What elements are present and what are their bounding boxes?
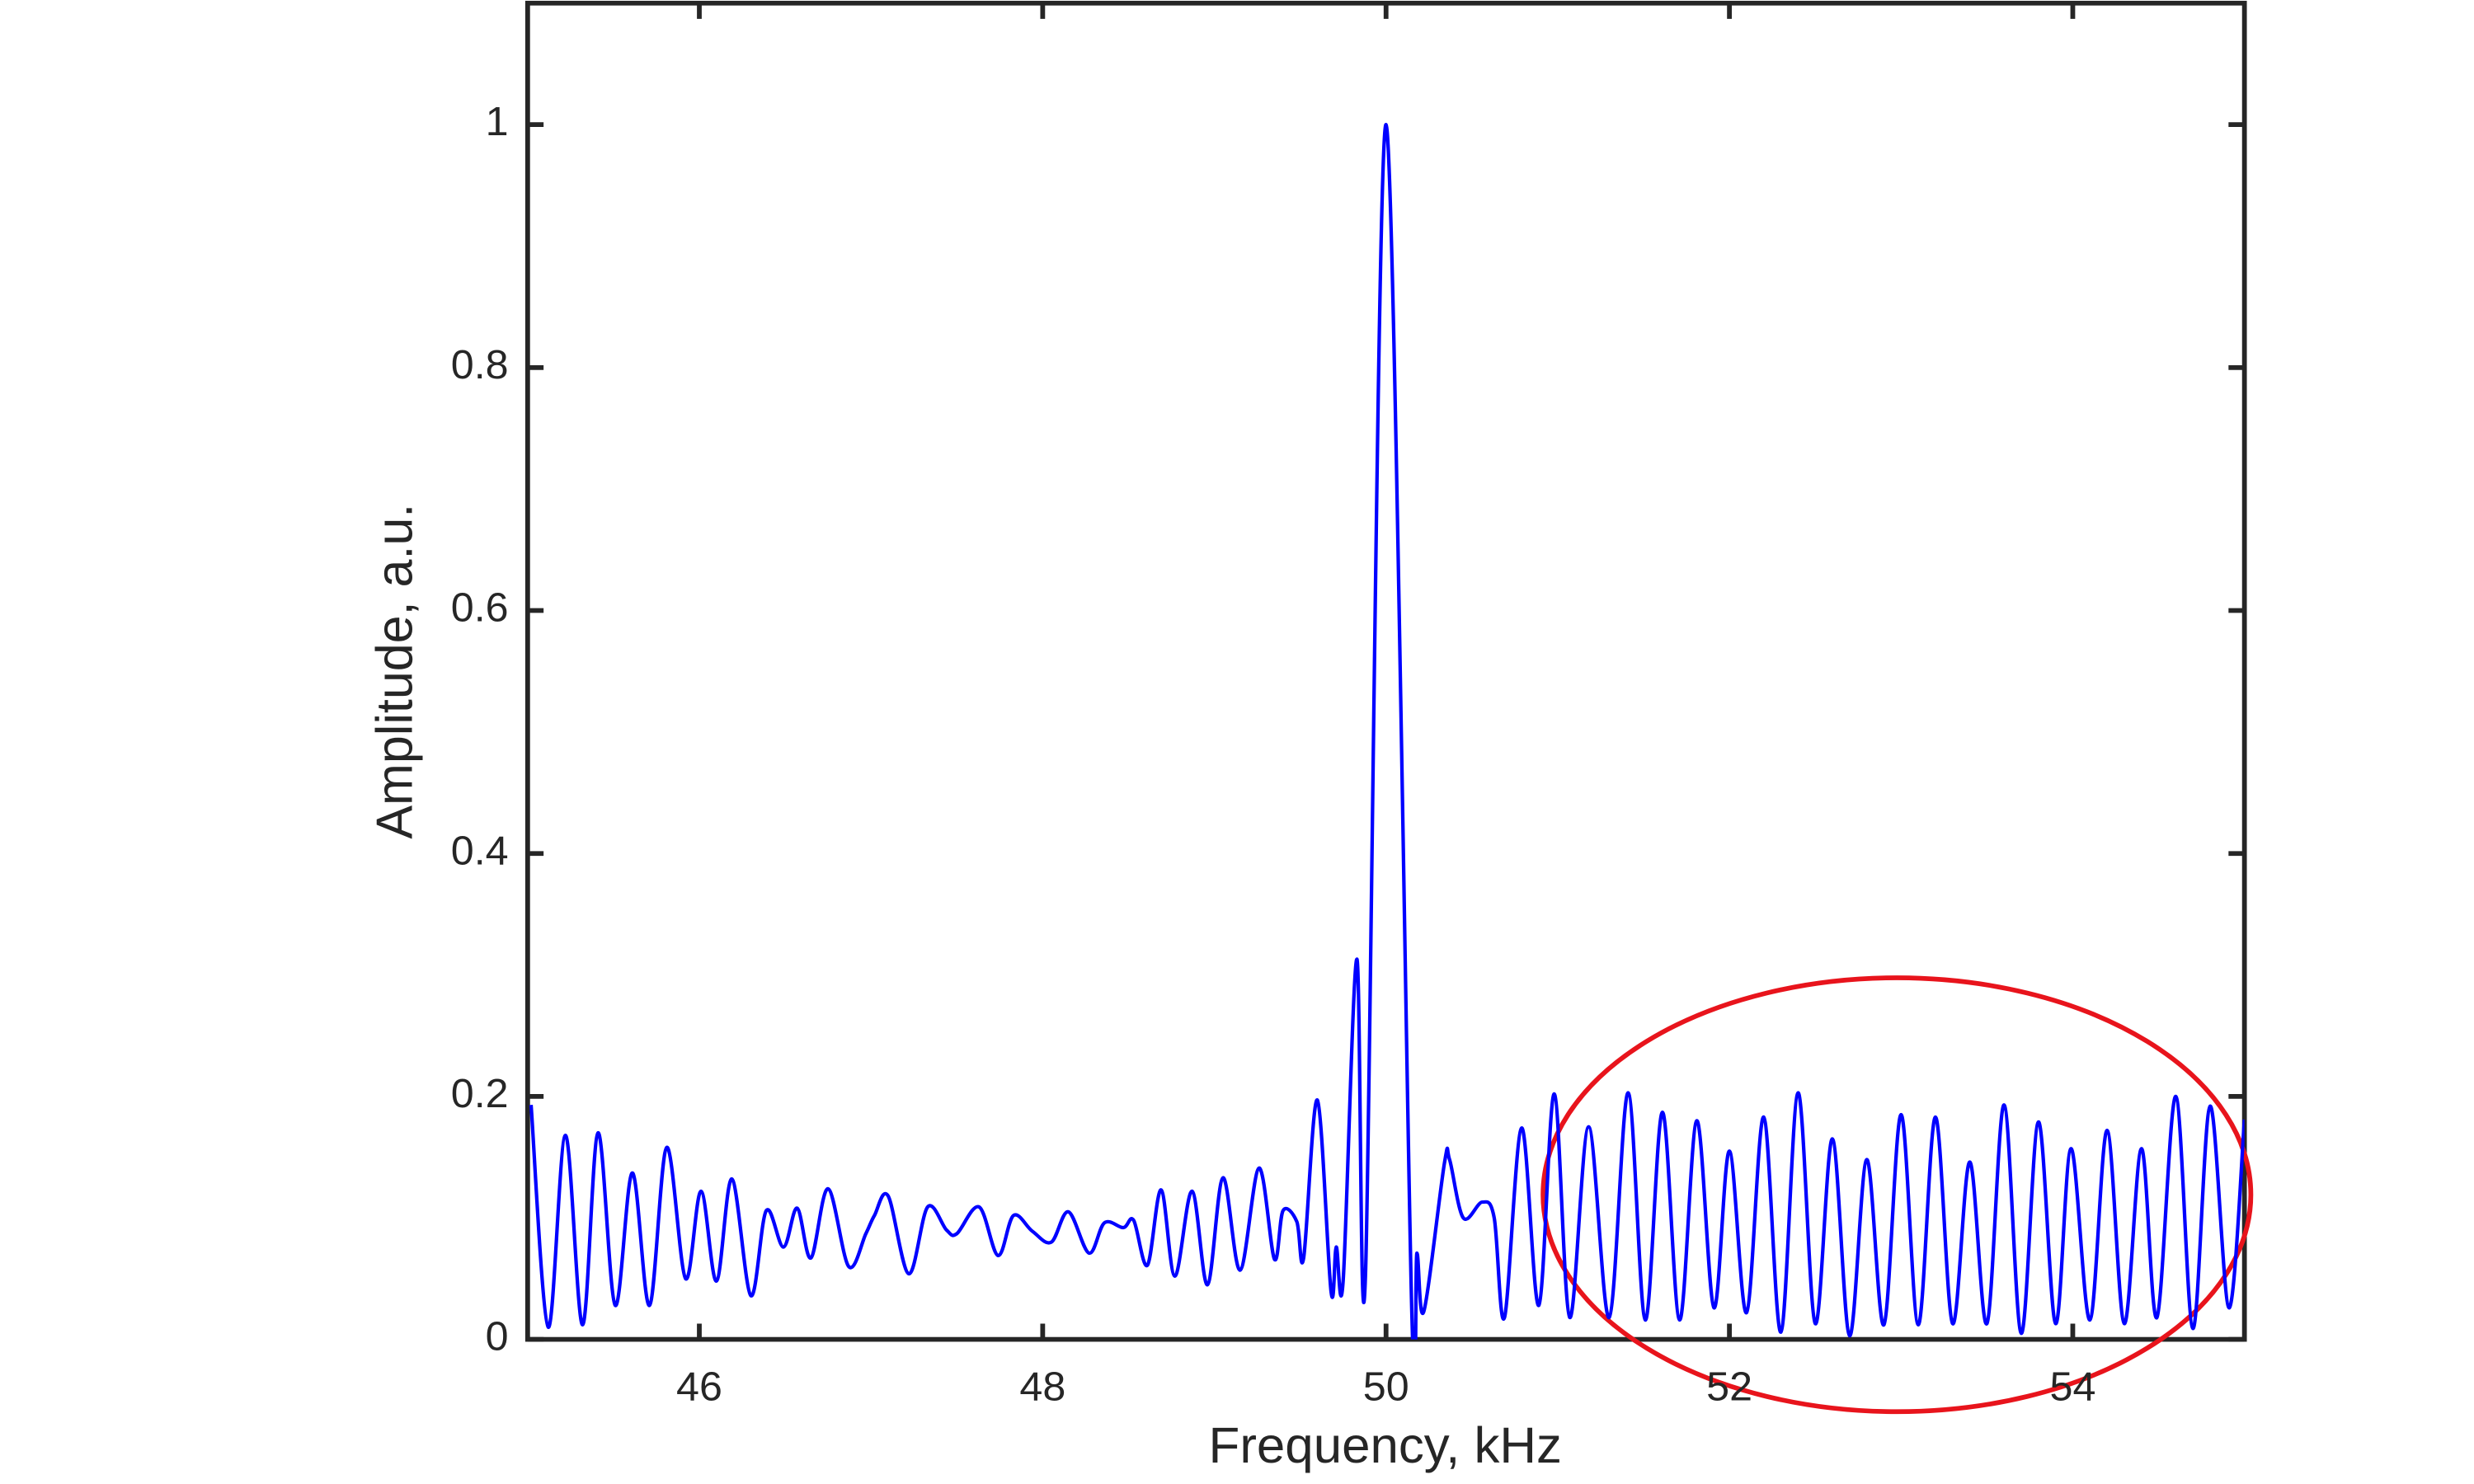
x-tick-label: 54 (2050, 1364, 2096, 1410)
y-tick-label: 0.2 (451, 1070, 509, 1116)
y-tick-label: 0.6 (451, 585, 509, 631)
y-tick-label: 0.8 (451, 341, 509, 387)
x-axis-label: Frequency, kHz (1209, 1418, 1562, 1475)
x-tick-label: 52 (1706, 1364, 1752, 1410)
spectrum-line (529, 123, 2245, 1340)
y-tick-label: 0 (486, 1313, 509, 1360)
y-tick-label: 0.4 (451, 828, 509, 874)
axes-box (524, 0, 2247, 1342)
highlight-ellipse (1540, 975, 2254, 1415)
x-tick-label: 50 (1363, 1364, 1409, 1410)
x-tick-label: 46 (676, 1364, 722, 1410)
y-axis-label: Amplitude, a.u. (366, 504, 423, 839)
x-tick-label: 48 (1019, 1364, 1065, 1410)
y-tick-label: 1 (486, 99, 509, 145)
